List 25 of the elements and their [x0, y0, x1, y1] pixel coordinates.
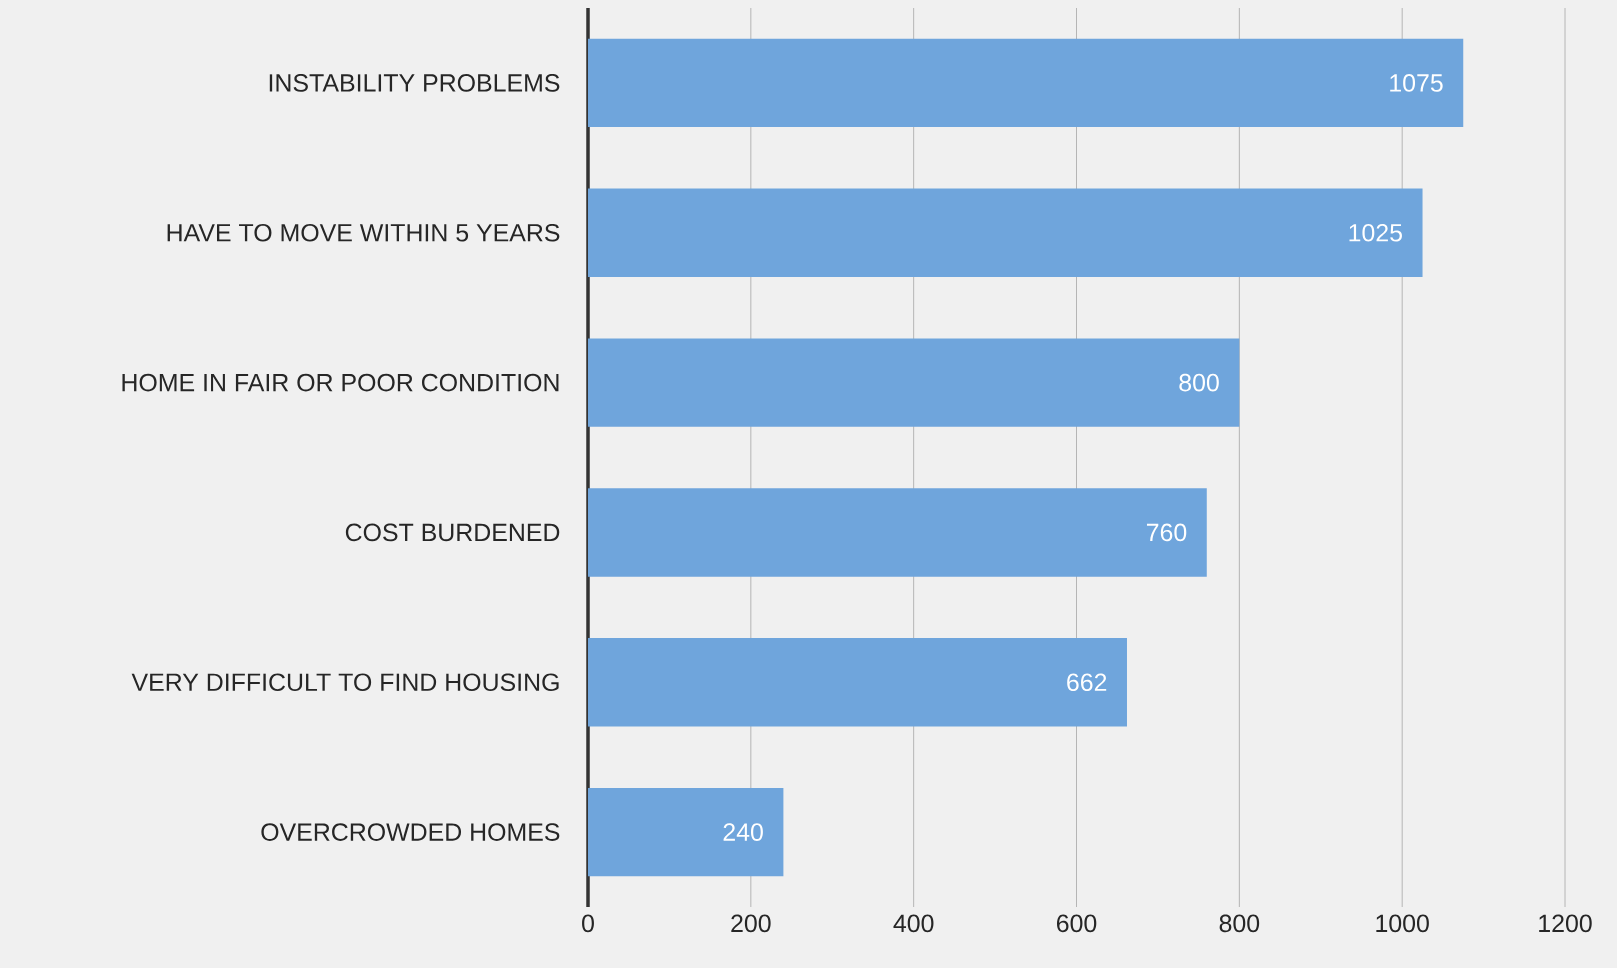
- bar: [588, 188, 1423, 277]
- bar: [588, 488, 1207, 577]
- data-label: 1025: [1349, 223, 1402, 242]
- y-tick-label: OVERCROWDED HOMES: [261, 823, 560, 841]
- data-label: 800: [1179, 373, 1219, 392]
- bar: [588, 787, 784, 877]
- bar: [588, 38, 1464, 128]
- x-tick-label: 1200: [1539, 914, 1592, 933]
- x-tick-label: 800: [1219, 914, 1260, 933]
- bar: [588, 638, 1127, 727]
- data-label: 240: [723, 823, 763, 841]
- x-tick-label: 600: [1056, 914, 1097, 933]
- bar: [588, 338, 1240, 427]
- data-label: 662: [1067, 673, 1107, 692]
- x-tick-label: 400: [893, 914, 934, 933]
- y-tick-label: VERY DIFFICULT TO FIND HOUSING: [131, 673, 559, 692]
- y-tick-label: HAVE TO MOVE WITHIN 5 YEARS: [167, 223, 560, 242]
- data-label: 1075: [1390, 74, 1443, 92]
- x-tick-label: 0: [582, 914, 594, 933]
- y-tick-label: INSTABILITY PROBLEMS: [269, 74, 560, 92]
- x-tick-label: 1000: [1376, 914, 1429, 933]
- x-tick-label: 200: [731, 914, 771, 933]
- data-label: 760: [1146, 523, 1187, 542]
- y-tick-label: HOME IN FAIR OR POOR CONDITION: [122, 373, 559, 392]
- y-tick-label: COST BURDENED: [345, 523, 560, 542]
